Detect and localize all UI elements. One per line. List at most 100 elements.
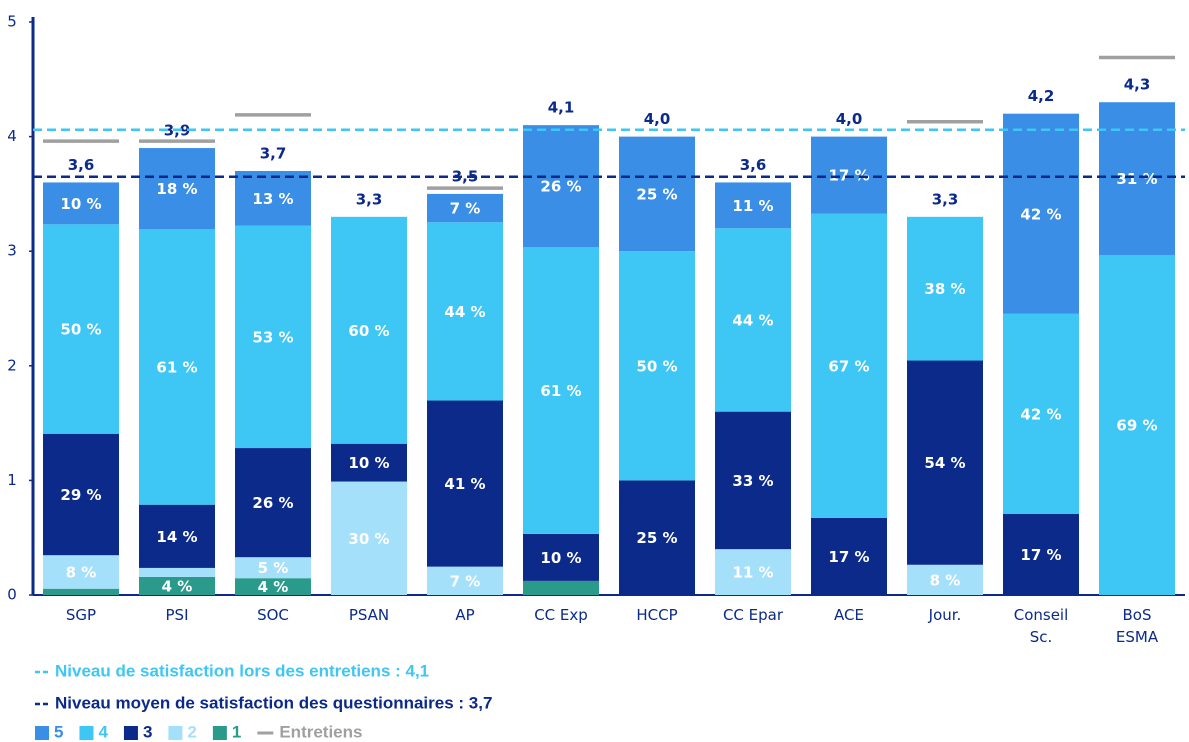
- bar-segment: [43, 588, 119, 595]
- segment-label: 33 %: [732, 472, 773, 490]
- segment-label: 13 %: [252, 190, 293, 208]
- segment-label: 4 %: [162, 577, 193, 595]
- bar-segment: [235, 557, 311, 579]
- legend-text: 3: [143, 722, 152, 741]
- bar-segment: [619, 251, 695, 481]
- x-tick-label: CC Epar: [723, 606, 784, 624]
- bar-segment: [1003, 313, 1079, 514]
- bar-segment: [427, 566, 503, 595]
- x-tick-label: CC Exp: [534, 606, 588, 624]
- legend-swatch: [35, 726, 49, 740]
- mean-label: 4,0: [836, 110, 863, 128]
- segment-label: 26 %: [540, 178, 581, 196]
- mean-label: 3,3: [356, 190, 383, 208]
- segment-label: 25 %: [636, 185, 677, 203]
- bar-segment: [811, 517, 887, 595]
- x-tick-label: AP: [455, 606, 474, 624]
- x-tick-label: ACE: [834, 606, 864, 624]
- segment-label: 14 %: [156, 528, 197, 546]
- bar-segment: [619, 480, 695, 595]
- segment-label: 10 %: [348, 454, 389, 472]
- mean-label: 4,3: [1124, 76, 1151, 94]
- segment-label: 10 %: [540, 549, 581, 567]
- segment-label: 31 %: [1116, 170, 1157, 188]
- bar-segment: [715, 182, 791, 229]
- segment-label: 8 %: [66, 563, 97, 581]
- mean-label: 3,6: [68, 156, 95, 174]
- legend-text: Entretiens: [279, 722, 362, 741]
- bar-segment: [1003, 513, 1079, 595]
- y-tick-label: 4: [7, 127, 17, 145]
- bar-segment: [235, 170, 311, 226]
- segment-label: 42 %: [1020, 205, 1061, 223]
- mean-label: 3,7: [260, 144, 287, 162]
- x-tick-label: SGP: [66, 606, 96, 624]
- bar-segment: [139, 148, 215, 230]
- segment-label: 53 %: [252, 328, 293, 346]
- segment-label: 17 %: [1020, 546, 1061, 564]
- bar-segment: [235, 448, 311, 558]
- segment-label: 5 %: [258, 559, 289, 577]
- segment-label: 30 %: [348, 530, 389, 548]
- bar-segment: [139, 567, 215, 577]
- mean-label: 4,1: [548, 99, 575, 117]
- segment-label: 10 %: [60, 195, 101, 213]
- segment-label: 8 %: [930, 571, 961, 589]
- bar-segment: [235, 225, 311, 449]
- segment-label: 44 %: [732, 311, 773, 329]
- bar-segment: [1003, 113, 1079, 314]
- mean-label: 4,0: [644, 110, 671, 128]
- x-tick-label: PSI: [166, 606, 189, 624]
- bar-segment: [715, 549, 791, 595]
- bar-segment: [523, 533, 599, 581]
- segment-label: 69 %: [1116, 416, 1157, 434]
- legend-swatch: [123, 726, 138, 740]
- bar-segment: [523, 247, 599, 534]
- segment-label: 7 %: [450, 572, 481, 590]
- legend-text: 2: [187, 722, 196, 741]
- bar-segment: [331, 443, 407, 482]
- segment-label: 41 %: [444, 475, 485, 493]
- x-tick-label: Jour.: [928, 606, 962, 624]
- bar-segment: [1099, 254, 1175, 595]
- x-tick-label: HCCP: [636, 606, 677, 624]
- segment-label: 42 %: [1020, 405, 1061, 423]
- bar-segment: [43, 182, 119, 225]
- bar-segment: [619, 136, 695, 252]
- segment-label: 50 %: [60, 321, 101, 339]
- x-tick-label: Conseil Sc.: [1014, 606, 1069, 646]
- segment-label: 38 %: [924, 280, 965, 298]
- bar-segment: [1099, 102, 1175, 255]
- segment-label: 18 %: [156, 180, 197, 198]
- bar-segment: [139, 229, 215, 505]
- x-tick-label: SOC: [257, 606, 289, 624]
- segment-label: 7 %: [450, 200, 481, 218]
- y-tick-label: 5: [7, 13, 17, 31]
- segment-label: 54 %: [924, 454, 965, 472]
- y-tick-label: 2: [7, 356, 17, 374]
- segment-label: 4 %: [258, 578, 289, 596]
- segment-label: 29 %: [60, 486, 101, 504]
- x-tick-label: BoS ESMA: [1116, 606, 1159, 646]
- bar-segment: [427, 400, 503, 567]
- bar-segment: [907, 360, 983, 565]
- bar-segment: [907, 564, 983, 595]
- mean-label: 3,5: [452, 167, 479, 185]
- segment-label: 11 %: [732, 564, 773, 582]
- y-tick-label: 3: [7, 242, 17, 260]
- bar-segment: [331, 216, 407, 444]
- segment-label: 25 %: [636, 529, 677, 547]
- bar-segment: [715, 228, 791, 412]
- legend-text: 5: [54, 722, 63, 741]
- bar-segment: [139, 504, 215, 568]
- legend-text: 1: [232, 722, 241, 741]
- bar-segment: [523, 580, 599, 595]
- bar-segment: [811, 136, 887, 214]
- segment-label: 44 %: [444, 303, 485, 321]
- bar-segment: [43, 224, 119, 434]
- mean-label: 4,2: [1028, 87, 1055, 105]
- bar-segment: [43, 433, 119, 556]
- bar-segment: [523, 125, 599, 248]
- mean-label: 3,6: [740, 156, 767, 174]
